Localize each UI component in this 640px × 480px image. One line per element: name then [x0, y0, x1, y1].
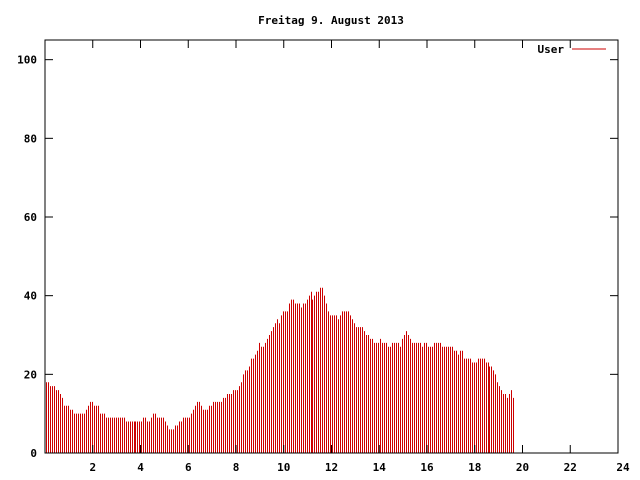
x-tick-label: 22 [564, 461, 577, 474]
x-tick-label: 4 [137, 461, 144, 474]
y-tick-label: 100 [17, 54, 37, 67]
bars-group [46, 287, 514, 453]
plot-frame [44, 39, 619, 454]
y-tick-label: 60 [24, 211, 37, 224]
y-axis: 0 20 40 60 80 100 [17, 54, 618, 460]
x-tick-label: 18 [468, 461, 481, 474]
chart-title: Freitag 9. August 2013 [258, 14, 404, 27]
x-tick-label: 10 [277, 461, 290, 474]
y-tick-label: 0 [30, 447, 37, 460]
x-tick-label: 16 [420, 461, 434, 474]
x-tick-label: 24 [616, 461, 630, 474]
legend: User [538, 43, 606, 56]
legend-label-user: User [538, 43, 565, 56]
x-tick-label: 14 [373, 461, 387, 474]
y-tick-label: 80 [24, 132, 37, 145]
x-tick-label: 12 [325, 461, 338, 474]
y-tick-label: 20 [24, 368, 37, 381]
x-tick-label: 20 [516, 461, 529, 474]
x-tick-label: 6 [185, 461, 192, 474]
x-tick-label: 8 [233, 461, 240, 474]
y-tick-label: 40 [24, 290, 37, 303]
x-axis: 2 4 6 8 10 12 14 16 18 20 22 24 [89, 40, 630, 474]
x-tick-label: 2 [89, 461, 96, 474]
